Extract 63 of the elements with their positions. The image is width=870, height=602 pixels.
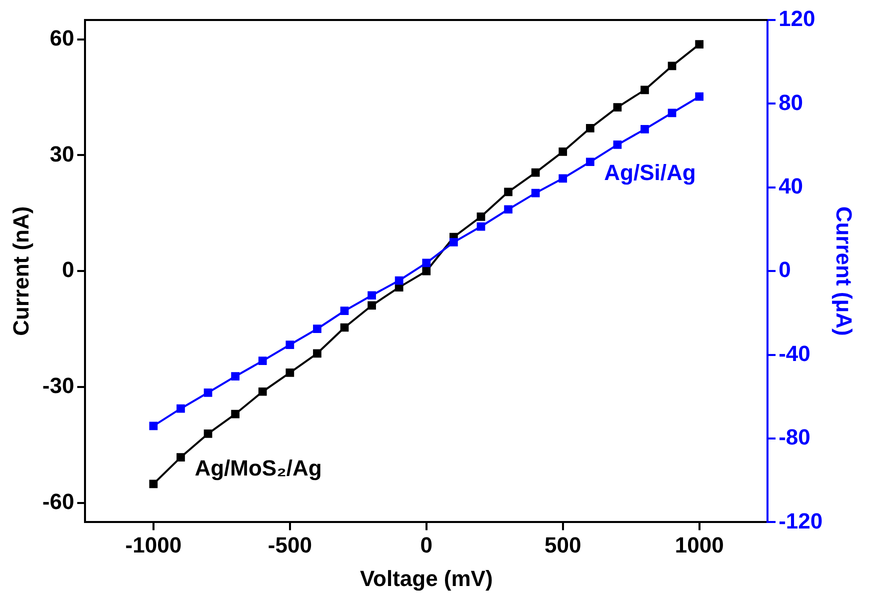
y2-tick-label: -40 xyxy=(778,340,810,366)
point xyxy=(313,324,322,334)
point xyxy=(476,222,486,231)
point xyxy=(231,410,240,418)
y-tick-label: -30 xyxy=(42,373,74,398)
point xyxy=(558,148,568,156)
point xyxy=(394,283,404,292)
point xyxy=(204,388,212,397)
point xyxy=(504,205,512,214)
y-axis-title: Current (nA) xyxy=(8,206,34,336)
point xyxy=(613,140,622,149)
point xyxy=(340,323,349,332)
point xyxy=(586,158,594,166)
point xyxy=(368,301,376,310)
point xyxy=(422,258,431,268)
x-tick-label: -1000 xyxy=(125,532,182,558)
point xyxy=(558,174,568,183)
point xyxy=(368,291,376,300)
point xyxy=(286,368,294,377)
point xyxy=(476,212,486,221)
x-axis-title: Voltage (mV) xyxy=(360,566,493,591)
point xyxy=(340,306,349,316)
x-tick-label: 1000 xyxy=(674,532,724,558)
y-tick-label: 30 xyxy=(50,141,74,166)
point xyxy=(258,387,267,396)
y2-tick-label: 120 xyxy=(778,6,816,32)
point xyxy=(613,103,622,112)
point xyxy=(449,238,458,246)
y2-axis-title: Current (μA) xyxy=(832,206,857,336)
x-tick-label: -500 xyxy=(268,532,312,558)
point xyxy=(231,372,240,381)
point xyxy=(531,188,540,198)
series-label: Ag/MoS₂/Ag xyxy=(194,455,322,480)
series-label: Ag/Si/Ag xyxy=(604,160,696,185)
point xyxy=(695,40,704,49)
point xyxy=(531,168,540,177)
point xyxy=(640,125,649,134)
point xyxy=(586,124,594,132)
y-tick-label: 60 xyxy=(50,25,74,50)
point xyxy=(668,108,676,118)
point xyxy=(313,349,322,358)
point xyxy=(668,62,676,70)
y2-tick-label: 0 xyxy=(778,257,791,282)
y-tick-label: 0 xyxy=(62,257,74,282)
point xyxy=(286,340,294,349)
x-tick-label: 500 xyxy=(544,532,582,558)
y-tick-label: -60 xyxy=(42,488,74,514)
point xyxy=(176,404,185,413)
point xyxy=(176,453,185,462)
y2-tick-label: 40 xyxy=(778,173,804,198)
point xyxy=(695,92,704,101)
point xyxy=(394,276,404,285)
point xyxy=(149,480,158,488)
y2-tick-label: -120 xyxy=(778,508,823,534)
point xyxy=(204,430,212,438)
point xyxy=(149,422,158,430)
point xyxy=(640,86,649,94)
point xyxy=(504,188,512,196)
x-tick-label: 0 xyxy=(420,532,433,558)
y2-tick-label: -80 xyxy=(778,424,810,450)
point xyxy=(258,356,267,366)
point xyxy=(422,266,431,276)
y2-tick-label: 80 xyxy=(778,90,804,115)
